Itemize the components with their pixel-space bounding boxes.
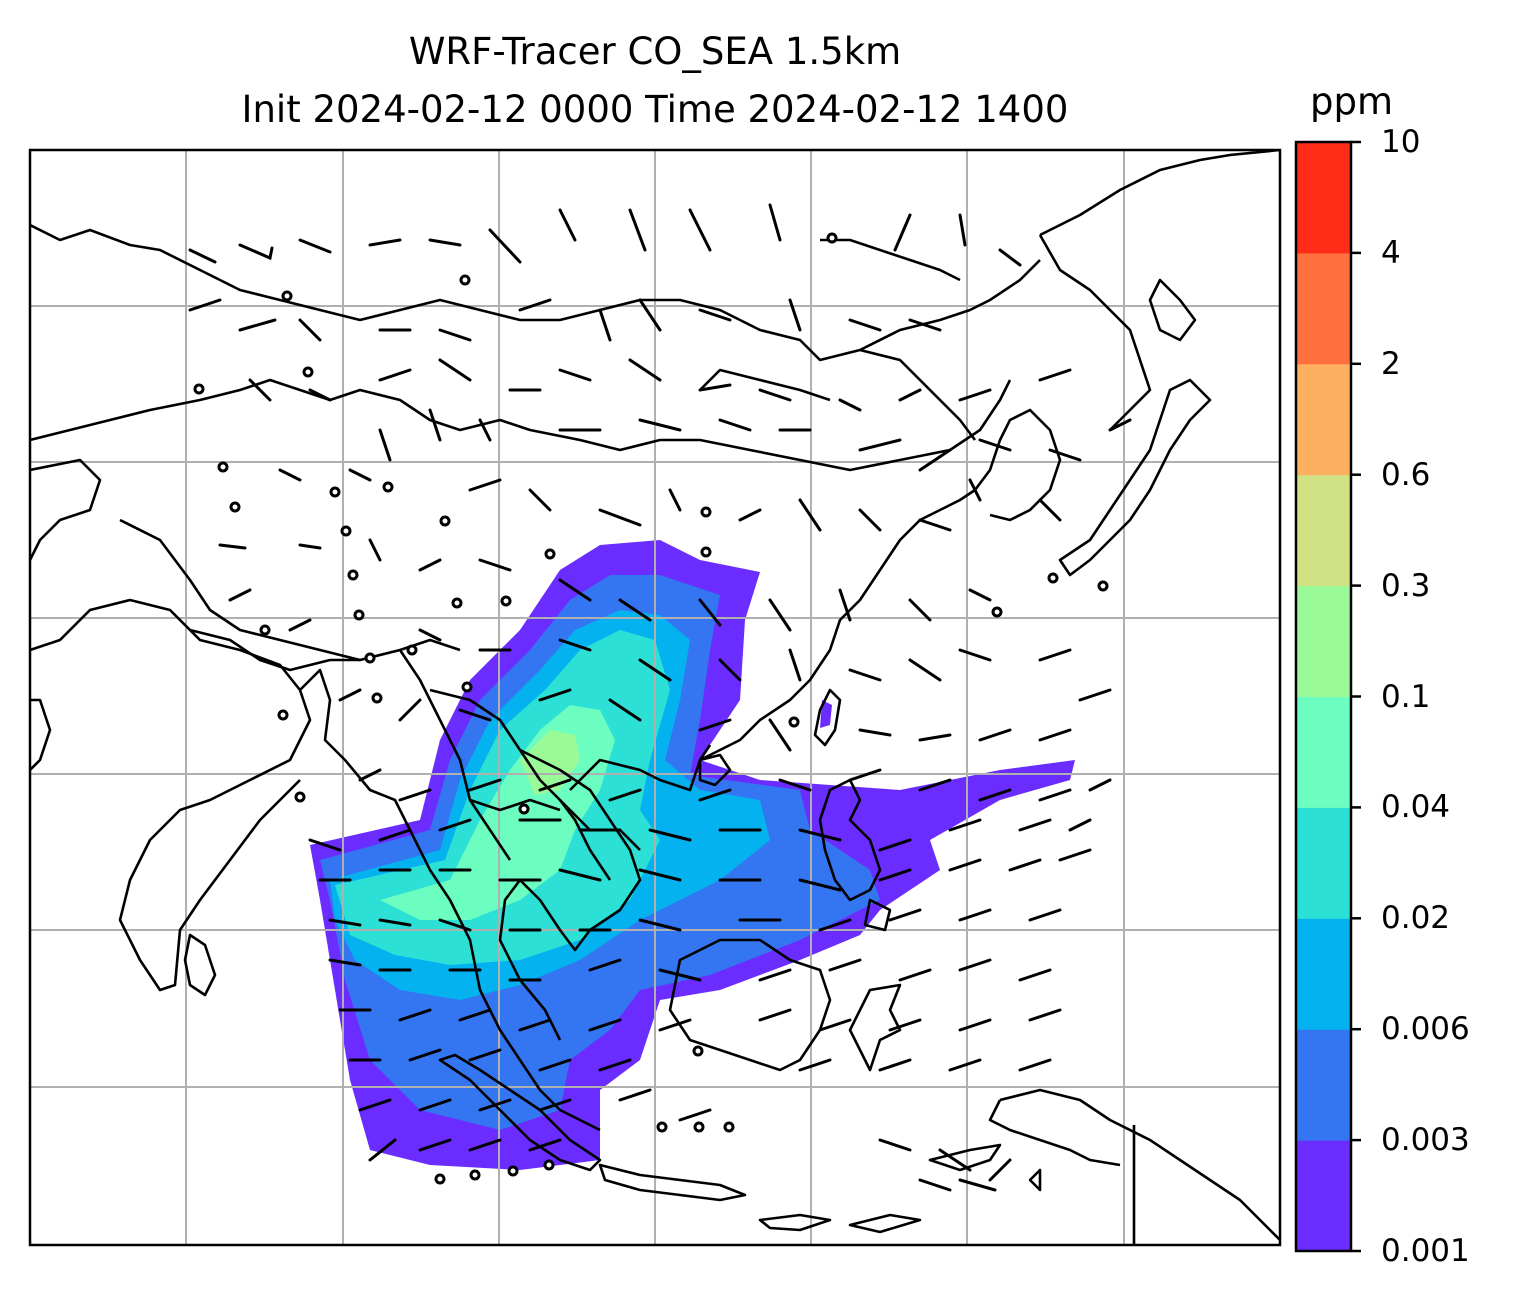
colorbar-tick-label: 0.003 (1381, 1122, 1470, 1159)
tracer-level-6 (520, 730, 580, 795)
colorbar-tick-label: 10 (1381, 124, 1421, 160)
colorbar-tick-label: 0.1 (1381, 678, 1431, 715)
colorbar-band (1296, 474, 1351, 587)
colorbar-band (1296, 142, 1351, 254)
colorbar-band (1296, 585, 1351, 697)
map-frame (28, 148, 1282, 1247)
colorbar-tick-label: 0.6 (1381, 456, 1431, 493)
calm-markers (193, 232, 1109, 1185)
colorbar-tick-label: 0.3 (1381, 567, 1431, 604)
colorbar-tick-label: 0.006 (1381, 1011, 1470, 1048)
colorbar-band (1296, 363, 1351, 476)
coastlines (30, 150, 1280, 1245)
plot-title: WRF-Tracer CO_SEA 1.5km (408, 30, 902, 73)
wind-barbs (188, 203, 1132, 1192)
colorbar-tick-label: 2 (1381, 345, 1401, 382)
colorbar-band (1296, 1140, 1351, 1252)
country-borders (30, 223, 1041, 881)
colorbar-tick-label: 0.001 (1381, 1233, 1470, 1269)
colorbar-unit-label: ppm (1310, 80, 1394, 123)
tracer-taiwan-spot (820, 700, 832, 728)
co-tracer-field (310, 540, 1075, 1170)
colorbar-tick-label: 0.04 (1381, 789, 1451, 826)
colorbar-band (1296, 1029, 1351, 1141)
colorbar-tick-label: 4 (1381, 234, 1401, 271)
colorbar-band (1296, 696, 1351, 808)
gridlines (30, 150, 1280, 1245)
colorbar-band (1296, 918, 1351, 1030)
colorbar-band (1296, 807, 1351, 919)
colorbar-tick-label: 0.02 (1381, 900, 1451, 937)
colorbar-band (1296, 252, 1351, 365)
plot-subtitle: Init 2024-02-12 0000 Time 2024-02-12 140… (241, 88, 1069, 131)
